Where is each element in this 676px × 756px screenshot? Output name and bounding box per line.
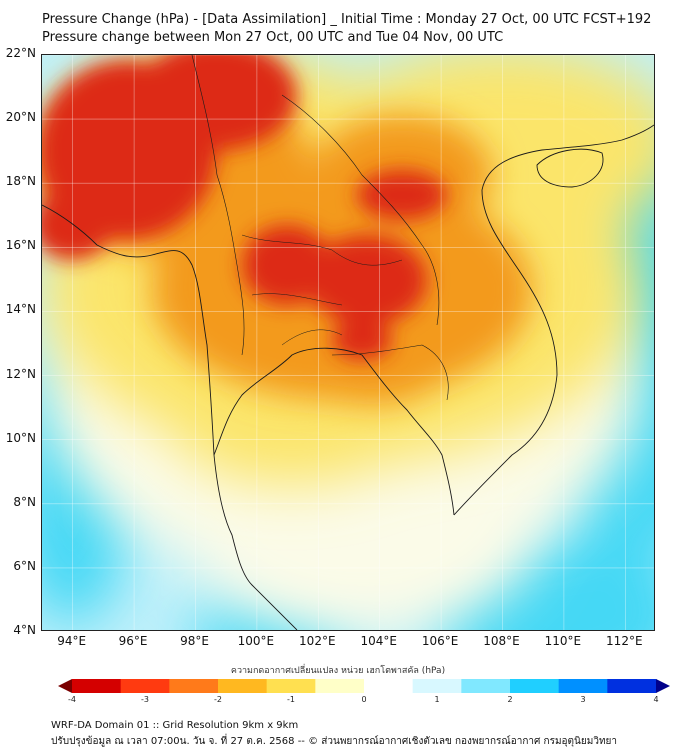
colorbar-cell: [412, 679, 462, 693]
colorbar-cell: [510, 679, 560, 693]
lon-tick-label: 98°E: [180, 634, 209, 648]
lat-tick-label: 22°N: [5, 46, 36, 60]
colorbar-title: ความกดอากาศเปลี่ยนแปลง หน่วย เฮกโตพาสคัล…: [230, 666, 446, 676]
lat-tick-label: 16°N: [5, 238, 36, 253]
colorbar: [58, 679, 670, 693]
chart-subtitle: Pressure change between Mon 27 Oct, 00 U…: [42, 30, 504, 45]
lon-tick-label: 104°E: [360, 634, 397, 648]
lon-tick-label: 106°E: [421, 634, 459, 648]
colorbar-cell: [169, 679, 219, 693]
colorbar-tick-label: 0: [361, 695, 367, 704]
lat-tick-label: 10°N: [5, 430, 36, 445]
colorbar-cell: [266, 679, 316, 693]
lon-tick-label: 110°E: [544, 634, 582, 648]
colorbar-extend-max: [656, 679, 670, 693]
colorbar-tick-label: -4: [68, 695, 76, 704]
lat-tick-label: 14°N: [5, 302, 36, 317]
map-boundaries: [42, 55, 654, 630]
colorbar-extend-min: [58, 679, 72, 693]
chart-title: Pressure Change (hPa) - [Data Assimilati…: [42, 12, 652, 27]
border-laos: [281, 94, 440, 326]
colorbar-tick-label: 3: [580, 695, 586, 704]
lon-tick-label: 96°E: [118, 634, 148, 648]
lon-tick-label: 94°E: [57, 634, 87, 648]
lat-tick-label: 12°N: [5, 366, 36, 381]
border-provinces: [241, 234, 403, 346]
pressure-change-map: [41, 54, 655, 631]
colorbar-tick-label: -2: [214, 695, 222, 704]
colorbar-cell: [315, 679, 365, 693]
lat-tick-label: 4°N: [13, 623, 36, 637]
colorbar-tick-label: -3: [141, 695, 149, 704]
lon-tick-label: 112°E: [606, 634, 643, 648]
island-hainan: [536, 148, 604, 188]
lon-tick-label: 108°E: [483, 634, 520, 648]
colorbar-cell: [120, 679, 170, 693]
border-cambodia: [331, 344, 449, 401]
colorbar-cell: [558, 679, 608, 693]
colorbar-cell: [607, 679, 657, 693]
lon-tick-label: 102°E: [299, 634, 336, 648]
coastline-gulf: [213, 347, 455, 516]
lat-tick-label: 20°N: [5, 110, 36, 125]
colorbar-tick-label: 4: [653, 695, 659, 704]
update-credit: ปรับปรุงข้อมูล ณ เวลา 07:00น. วัน จ. ที่…: [51, 736, 618, 747]
lon-tick-label: 100°E: [237, 634, 275, 648]
colorbar-tick-label: 1: [434, 695, 440, 704]
coastline-east: [453, 124, 654, 516]
border-myanmar-thai: [191, 55, 245, 356]
lat-tick-label: 18°N: [5, 174, 36, 189]
colorbar-cell: [364, 679, 414, 693]
lat-tick-label: 6°N: [13, 558, 36, 573]
colorbar-cell: [461, 679, 511, 693]
coastline-west: [42, 204, 298, 630]
map-canvas: [42, 55, 654, 630]
lat-tick-label: 8°N: [13, 494, 36, 509]
map-graticule: [42, 55, 654, 630]
colorbar-tick-label: -1: [287, 695, 295, 704]
model-info: WRF-DA Domain 01 :: Grid Resolution 9km …: [51, 720, 299, 731]
colorbar-tick-label: 2: [507, 695, 513, 704]
colorbar-cell: [218, 679, 268, 693]
colorbar-cell: [72, 679, 122, 693]
